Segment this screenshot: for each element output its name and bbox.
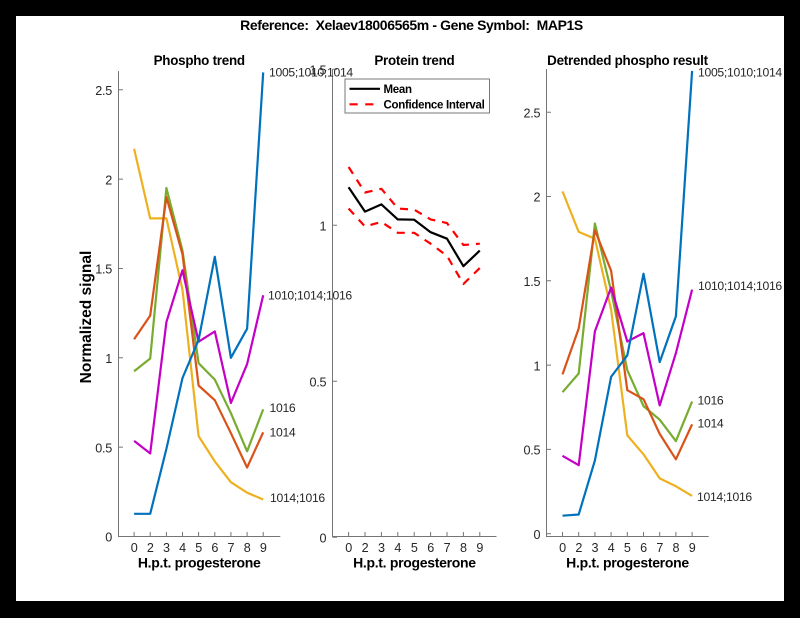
svg-text:1: 1 xyxy=(105,352,112,366)
svg-text:3: 3 xyxy=(592,541,599,555)
svg-text:0.5: 0.5 xyxy=(524,444,541,458)
svg-text:0: 0 xyxy=(131,541,138,555)
svg-text:0: 0 xyxy=(534,528,541,542)
svg-text:9: 9 xyxy=(260,541,267,555)
svg-text:9: 9 xyxy=(476,541,483,555)
svg-text:1010;1014;1016: 1010;1014;1016 xyxy=(698,279,782,293)
svg-text:1: 1 xyxy=(320,220,327,234)
svg-text:0.5: 0.5 xyxy=(310,376,327,390)
svg-text:6: 6 xyxy=(211,541,218,555)
svg-text:1016: 1016 xyxy=(698,394,724,408)
svg-text:0.5: 0.5 xyxy=(95,441,112,455)
svg-text:6: 6 xyxy=(640,541,647,555)
svg-text:H.p.t. progesterone: H.p.t. progesterone xyxy=(138,555,261,571)
svg-text:0: 0 xyxy=(559,541,566,555)
svg-text:1014;1016: 1014;1016 xyxy=(270,491,325,505)
svg-text:2: 2 xyxy=(362,541,369,555)
svg-text:Detrended phospho result: Detrended phospho result xyxy=(547,53,708,68)
svg-text:4: 4 xyxy=(394,541,401,555)
svg-text:1.5: 1.5 xyxy=(310,64,327,78)
svg-text:2: 2 xyxy=(147,541,154,555)
svg-text:0: 0 xyxy=(345,541,352,555)
svg-text:8: 8 xyxy=(460,541,467,555)
svg-text:1014;1016: 1014;1016 xyxy=(697,490,752,504)
svg-text:6: 6 xyxy=(427,541,434,555)
svg-text:Mean: Mean xyxy=(384,84,412,96)
svg-text:2: 2 xyxy=(575,541,582,555)
svg-text:2.5: 2.5 xyxy=(524,106,541,120)
svg-text:7: 7 xyxy=(444,541,451,555)
svg-text:H.p.t. progesterone: H.p.t. progesterone xyxy=(353,555,476,571)
svg-text:3: 3 xyxy=(163,541,170,555)
svg-text:1: 1 xyxy=(534,359,541,373)
svg-text:Phospho trend: Phospho trend xyxy=(154,53,245,68)
svg-text:Reference: Xelaev18006565m -: Reference: Xelaev18006565m - Gene Symbol… xyxy=(240,17,583,33)
svg-text:8: 8 xyxy=(244,541,251,555)
svg-text:Normalized signal: Normalized signal xyxy=(78,251,95,384)
svg-text:1.5: 1.5 xyxy=(524,275,541,289)
svg-text:2: 2 xyxy=(105,173,112,187)
svg-text:0: 0 xyxy=(105,531,112,545)
svg-text:4: 4 xyxy=(608,541,615,555)
svg-text:5: 5 xyxy=(195,541,202,555)
svg-text:1005;1010;1014: 1005;1010;1014 xyxy=(269,66,353,80)
svg-text:1.5: 1.5 xyxy=(95,263,112,277)
svg-text:5: 5 xyxy=(411,541,418,555)
svg-text:0: 0 xyxy=(320,532,327,546)
svg-text:1014: 1014 xyxy=(270,426,296,440)
svg-text:5: 5 xyxy=(624,541,631,555)
svg-text:7: 7 xyxy=(228,541,235,555)
svg-text:Confidence Interval: Confidence Interval xyxy=(384,99,485,111)
svg-text:4: 4 xyxy=(179,541,186,555)
svg-text:7: 7 xyxy=(656,541,663,555)
svg-text:2: 2 xyxy=(534,191,541,205)
svg-text:1010;1014;1016: 1010;1014;1016 xyxy=(268,289,352,303)
svg-text:3: 3 xyxy=(378,541,385,555)
svg-text:H.p.t. progesterone: H.p.t. progesterone xyxy=(566,555,689,571)
svg-text:1005;1010;1014: 1005;1010;1014 xyxy=(698,66,782,80)
svg-text:Protein trend: Protein trend xyxy=(374,53,454,68)
svg-text:8: 8 xyxy=(673,541,680,555)
svg-text:9: 9 xyxy=(689,541,696,555)
svg-text:1014: 1014 xyxy=(698,417,724,431)
svg-text:2.5: 2.5 xyxy=(95,84,112,98)
svg-text:1016: 1016 xyxy=(270,401,296,415)
